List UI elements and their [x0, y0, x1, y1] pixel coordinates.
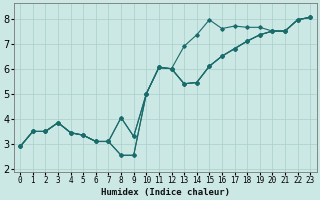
X-axis label: Humidex (Indice chaleur): Humidex (Indice chaleur) [101, 188, 230, 197]
